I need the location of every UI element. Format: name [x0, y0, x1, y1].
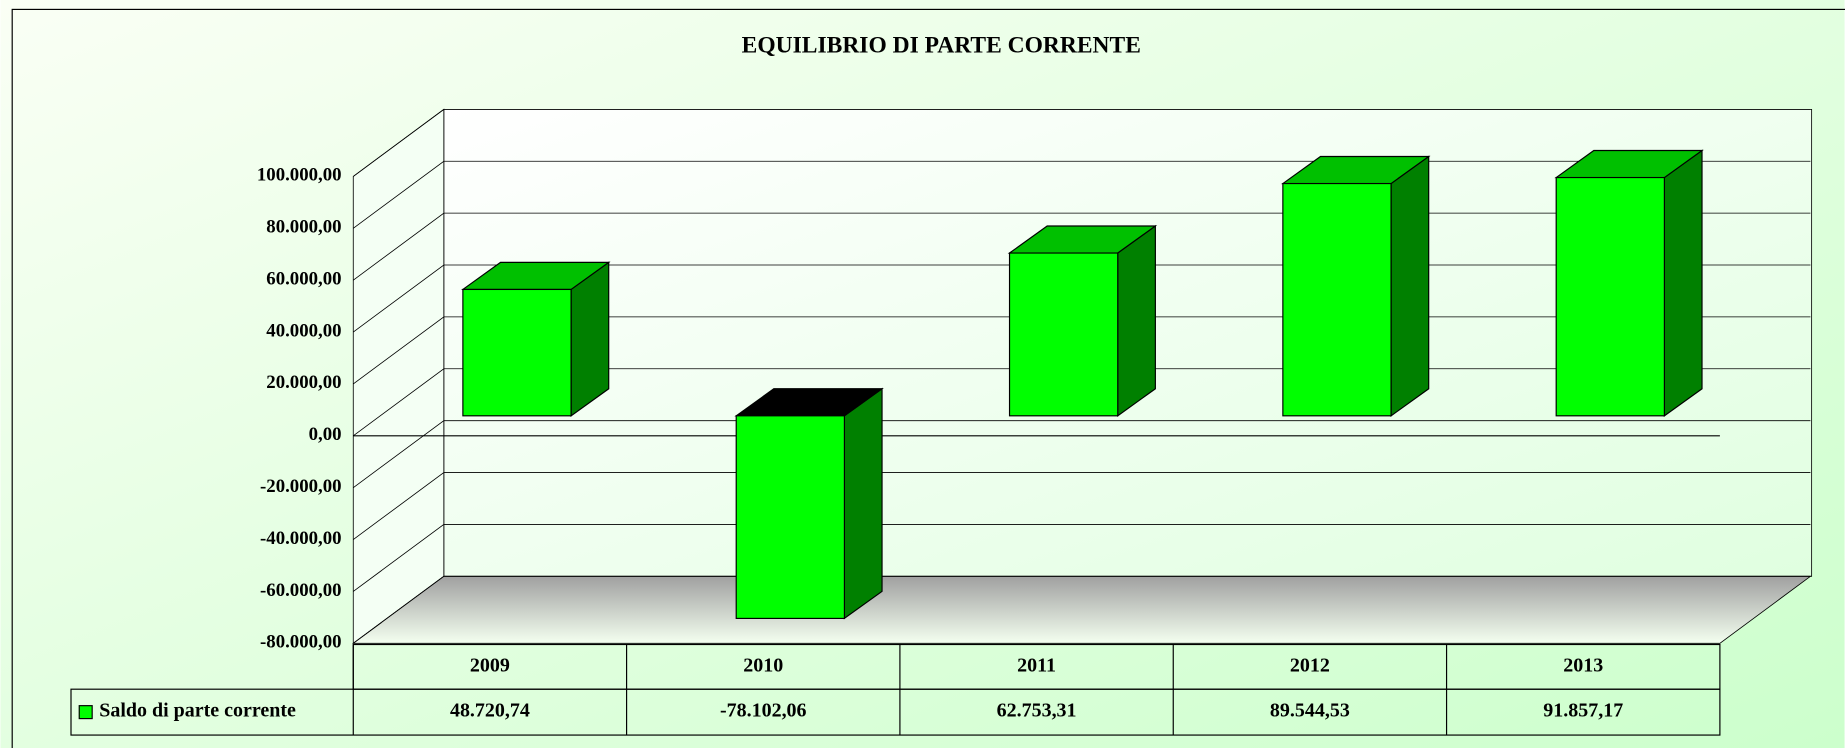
data-label: 89.544,53	[1270, 700, 1350, 722]
data-label: 91.857,17	[1543, 700, 1623, 722]
x-tick-label: 2012	[1290, 654, 1330, 676]
grid-line	[353, 523, 1811, 592]
bar	[1282, 182, 1392, 417]
grid-line	[353, 108, 1811, 177]
plot: -80.000,00 -60.000,00 -40.000,00 -20.000,00…	[70, 108, 1813, 736]
y-tick-label: 20.000,00	[266, 372, 341, 393]
y-tick-label: -60.000,00	[260, 580, 341, 601]
data-label: 48.720,74	[450, 700, 530, 722]
x-tick-label: 2013	[1563, 654, 1603, 676]
bar	[462, 288, 572, 417]
y-tick-label: 80.000,00	[266, 217, 341, 238]
legend-swatch	[78, 705, 93, 720]
grid-line	[353, 420, 1811, 489]
bar-side	[843, 387, 883, 620]
floor	[352, 575, 1812, 644]
data-label: -78.102,06	[720, 700, 807, 722]
y-tick-label: -40.000,00	[260, 528, 341, 549]
grid-line	[353, 575, 1811, 644]
chart-title: EQUILIBRIO DI PARTE CORRENTE	[742, 32, 1141, 58]
data-label: 62.753,31	[997, 700, 1077, 722]
y-tick-label: -80.000,00	[260, 632, 341, 653]
y-tick-label: 0,00	[309, 424, 342, 445]
y-tick-label: 100.000,00	[257, 165, 342, 186]
x-tick-label: 2010	[743, 654, 783, 676]
bar	[1008, 252, 1119, 417]
bar-side	[1117, 224, 1156, 417]
x-tick-label: 2011	[1017, 654, 1056, 676]
bar-side	[1390, 155, 1430, 417]
bar	[735, 415, 845, 619]
y-tick-label: -20.000,00	[260, 476, 341, 497]
legend-label: Saldo di parte corrente	[99, 700, 296, 722]
bar-side	[1663, 149, 1703, 417]
side-wall	[352, 108, 445, 645]
x-tick-label: 2009	[470, 654, 510, 676]
grid-line	[353, 472, 1811, 540]
y-tick-label: 60.000,00	[266, 268, 341, 289]
bar	[1555, 176, 1665, 417]
y-tick-label: 40.000,00	[266, 320, 341, 341]
table-row	[70, 688, 1721, 736]
